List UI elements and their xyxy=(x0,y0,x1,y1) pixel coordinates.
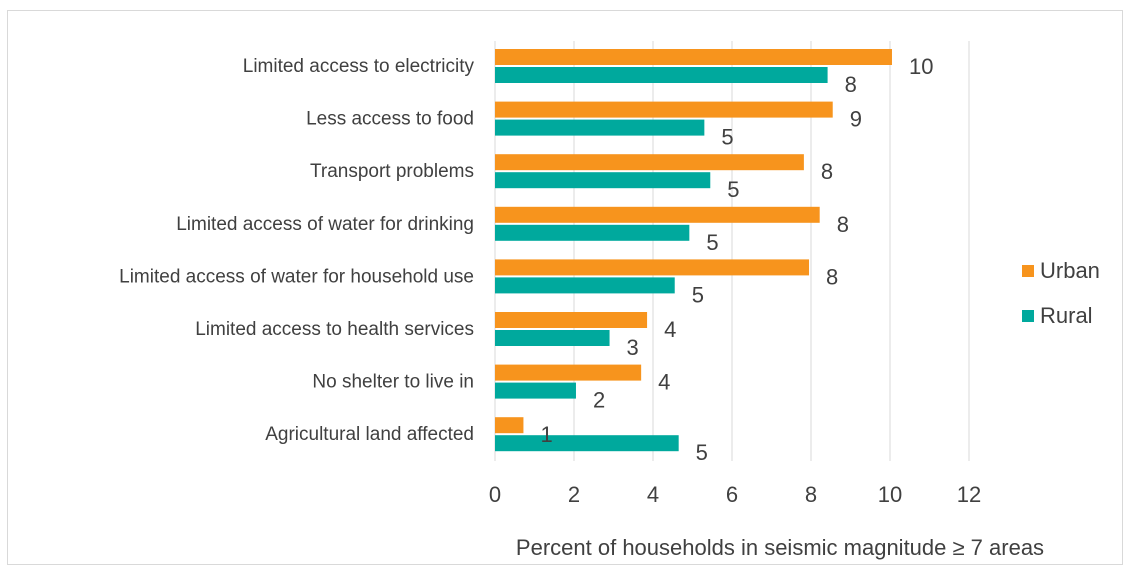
bar-urban xyxy=(495,101,833,118)
category-label: Limited access to electricity xyxy=(243,56,475,77)
x-tick-label: 10 xyxy=(878,482,902,507)
category-label: Agricultural land affected xyxy=(265,424,474,445)
legend: Urban Rural xyxy=(1022,258,1100,328)
x-tick-label: 8 xyxy=(805,482,817,507)
data-label-rural: 5 xyxy=(727,177,739,202)
x-axis-title: Percent of households in seismic magnitu… xyxy=(516,535,1044,560)
bars xyxy=(495,49,892,452)
data-label-rural: 5 xyxy=(696,440,708,465)
data-label-urban: 9 xyxy=(850,107,862,132)
data-label-urban: 4 xyxy=(664,317,676,342)
category-label: Less access to food xyxy=(306,109,474,130)
bar-rural xyxy=(495,172,711,189)
category-label: Transport problems xyxy=(310,161,474,182)
data-label-urban: 1 xyxy=(540,422,552,447)
x-tick-labels: 0 2 4 6 8 10 12 xyxy=(489,482,981,507)
legend-swatch-urban xyxy=(1022,265,1034,277)
bar-urban xyxy=(495,259,810,276)
x-tick-label: 4 xyxy=(647,482,659,507)
bar-rural xyxy=(495,119,705,136)
category-label: Limited access of water for drinking xyxy=(176,214,474,235)
data-label-rural: 8 xyxy=(845,72,857,97)
bar-urban xyxy=(495,364,642,381)
data-label-urban: 8 xyxy=(837,212,849,237)
data-label-rural: 5 xyxy=(706,230,718,255)
x-tick-label: 12 xyxy=(957,482,981,507)
data-label-urban: 4 xyxy=(658,370,670,395)
bar-rural xyxy=(495,382,576,399)
legend-label-rural: Rural xyxy=(1040,303,1093,328)
data-label-rural: 5 xyxy=(692,282,704,307)
bar-urban xyxy=(495,206,820,223)
bar-rural xyxy=(495,277,675,294)
data-label-urban: 8 xyxy=(826,264,838,289)
category-labels: Limited access to electricity Less access… xyxy=(119,56,474,445)
legend-label-urban: Urban xyxy=(1040,258,1100,283)
data-label-rural: 2 xyxy=(593,388,605,413)
chart-frame: 10 8 9 5 8 5 8 5 8 5 4 3 4 2 1 5 Limited access to elec… xyxy=(7,10,1123,565)
x-tick-label: 0 xyxy=(489,482,501,507)
bar-urban xyxy=(495,49,892,65)
data-label-urban: 10 xyxy=(909,54,933,79)
x-tick-label: 2 xyxy=(568,482,580,507)
data-label-urban: 8 xyxy=(821,159,833,184)
bar-urban xyxy=(495,312,648,328)
category-label: No shelter to live in xyxy=(312,372,474,393)
bar-urban xyxy=(495,154,804,171)
bar-rural xyxy=(495,435,679,452)
legend-swatch-rural xyxy=(1022,310,1034,322)
bar-rural xyxy=(495,67,828,83)
data-label-rural: 3 xyxy=(627,335,639,360)
category-label: Limited access to health services xyxy=(195,319,474,340)
category-label: Limited access of water for household us… xyxy=(119,266,474,287)
data-label-rural: 5 xyxy=(721,125,733,150)
bar-rural xyxy=(495,330,610,346)
bar-urban xyxy=(495,417,524,434)
bar-rural xyxy=(495,224,690,241)
x-tick-label: 6 xyxy=(726,482,738,507)
